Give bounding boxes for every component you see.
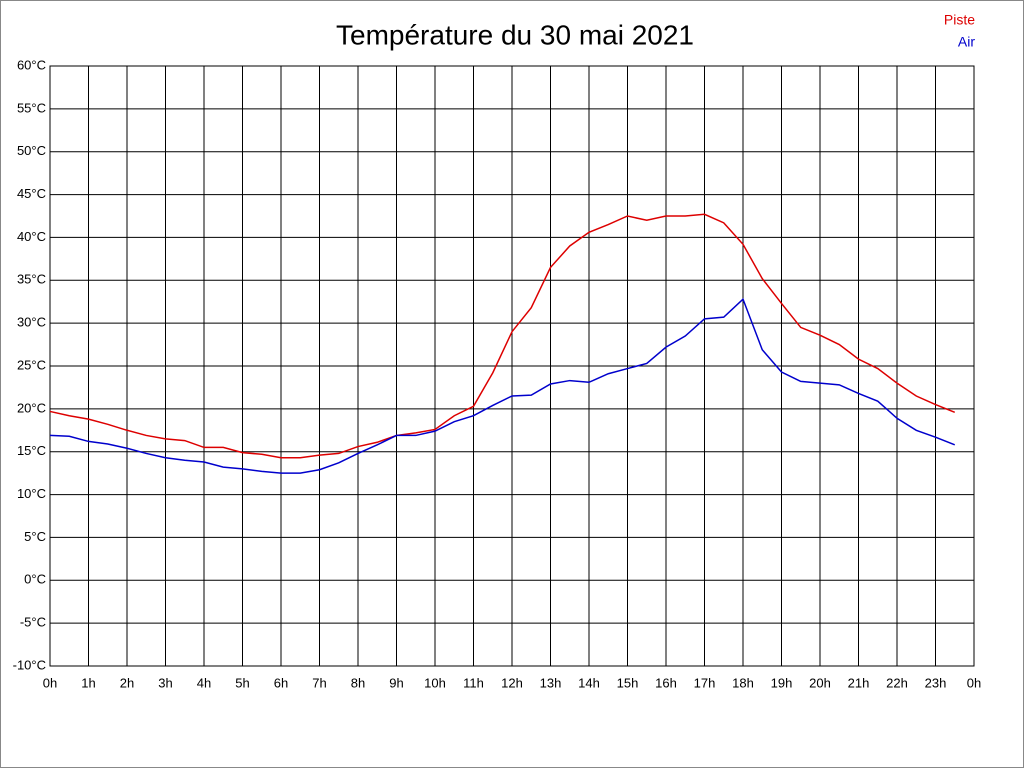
y-tick-label: 45°C <box>17 186 46 201</box>
y-tick-label: 0°C <box>24 572 46 587</box>
x-tick-label: 0h <box>967 675 981 690</box>
x-tick-label: 10h <box>424 675 446 690</box>
x-tick-label: 16h <box>655 675 677 690</box>
y-tick-label: 60°C <box>17 57 46 72</box>
x-tick-label: 7h <box>312 675 326 690</box>
x-tick-label: 18h <box>732 675 754 690</box>
x-tick-label: 2h <box>120 675 134 690</box>
y-tick-label: 35°C <box>17 272 46 287</box>
x-tick-label: 4h <box>197 675 211 690</box>
y-tick-label: 40°C <box>17 229 46 244</box>
x-tick-label: 23h <box>925 675 947 690</box>
x-tick-label: 15h <box>617 675 639 690</box>
x-tick-label: 11h <box>463 675 484 690</box>
x-tick-label: 14h <box>578 675 600 690</box>
chart-title: Température du 30 mai 2021 <box>336 19 694 50</box>
y-tick-label: -5°C <box>20 615 46 630</box>
y-tick-label: 10°C <box>17 486 46 501</box>
series-line <box>49 297 956 474</box>
y-tick-label: 55°C <box>17 100 46 115</box>
x-tick-label: 20h <box>809 675 831 690</box>
y-tick-label: 50°C <box>17 143 46 158</box>
x-tick-label: 17h <box>694 675 716 690</box>
x-tick-label: 6h <box>274 675 288 690</box>
x-tick-label: 9h <box>389 675 403 690</box>
series-line <box>49 213 956 459</box>
x-tick-label: 12h <box>501 675 523 690</box>
plot-border <box>49 65 975 667</box>
x-tick-label: 3h <box>158 675 172 690</box>
x-tick-label: 5h <box>235 675 249 690</box>
x-tick-label: 1h <box>81 675 95 690</box>
x-tick-label: 19h <box>771 675 793 690</box>
legend-label: Piste <box>944 12 975 28</box>
x-tick-label: 13h <box>540 675 562 690</box>
y-tick-label: 25°C <box>17 357 46 372</box>
x-tick-label: 8h <box>351 675 365 690</box>
y-tick-label: -10°C <box>13 657 46 672</box>
legend-label: Air <box>958 34 975 50</box>
y-tick-label: 20°C <box>17 400 46 415</box>
x-tick-label: 0h <box>43 675 57 690</box>
y-tick-label: 5°C <box>24 529 46 544</box>
x-tick-label: 22h <box>886 675 908 690</box>
y-tick-label: 30°C <box>17 315 46 330</box>
x-tick-label: 21h <box>848 675 870 690</box>
y-tick-label: 15°C <box>17 443 46 458</box>
